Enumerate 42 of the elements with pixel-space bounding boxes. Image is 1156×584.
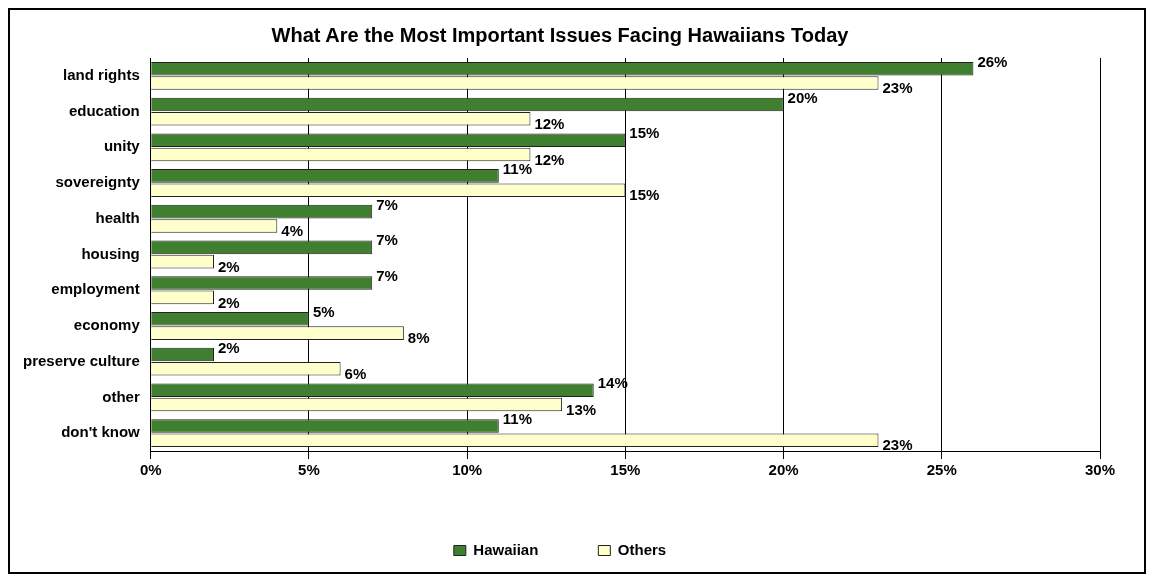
data-label: 13% — [566, 400, 597, 418]
y-tick-label: unity — [103, 137, 141, 155]
y-tick-label: don't know — [61, 423, 141, 441]
y-tick-label: education — [68, 101, 140, 119]
x-tick-label: 0% — [139, 461, 162, 479]
data-label: 6% — [344, 364, 367, 382]
data-label: 20% — [787, 88, 818, 106]
legend-label: Hawaiian — [473, 540, 539, 558]
data-label: 15% — [629, 124, 660, 142]
data-label: 23% — [882, 436, 913, 454]
y-tick-label: sovereignty — [55, 173, 141, 191]
data-label: 8% — [407, 329, 430, 347]
chart-title: What Are the Most Important Issues Facing Hawaiians Today — [271, 23, 850, 46]
y-tick-label: economy — [73, 316, 141, 334]
data-label: 15% — [629, 186, 660, 204]
data-label: 7% — [376, 267, 398, 285]
data-label: 7% — [376, 231, 398, 249]
y-tick-label: health — [95, 208, 140, 226]
x-tick-label: 25% — [926, 461, 957, 479]
y-tick-label: land rights — [63, 66, 140, 83]
x-tick-label: 5% — [298, 461, 320, 479]
y-tick-label: preserve culture — [22, 351, 140, 369]
x-tick-label: 15% — [610, 461, 641, 479]
y-tick-label: employment — [51, 280, 140, 298]
legend-label: Others — [617, 540, 667, 558]
data-label: 11% — [502, 160, 532, 178]
data-label: 4% — [281, 222, 303, 240]
data-label: 7% — [376, 195, 398, 213]
data-label: 11% — [502, 410, 532, 428]
data-label: 12% — [534, 114, 565, 132]
x-tick-label: 10% — [452, 461, 483, 479]
x-tick-label: 30% — [1084, 461, 1116, 479]
y-tick-label: housing — [81, 244, 140, 262]
data-label: 12% — [534, 150, 565, 168]
data-label: 26% — [977, 52, 1008, 70]
data-label: 2% — [218, 293, 240, 311]
data-label: 5% — [312, 302, 335, 320]
x-tick-label: 20% — [768, 461, 799, 479]
y-tick-label: other — [102, 387, 140, 405]
data-label: 2% — [218, 338, 240, 356]
data-label: 2% — [218, 257, 240, 275]
data-label: 23% — [882, 79, 913, 97]
